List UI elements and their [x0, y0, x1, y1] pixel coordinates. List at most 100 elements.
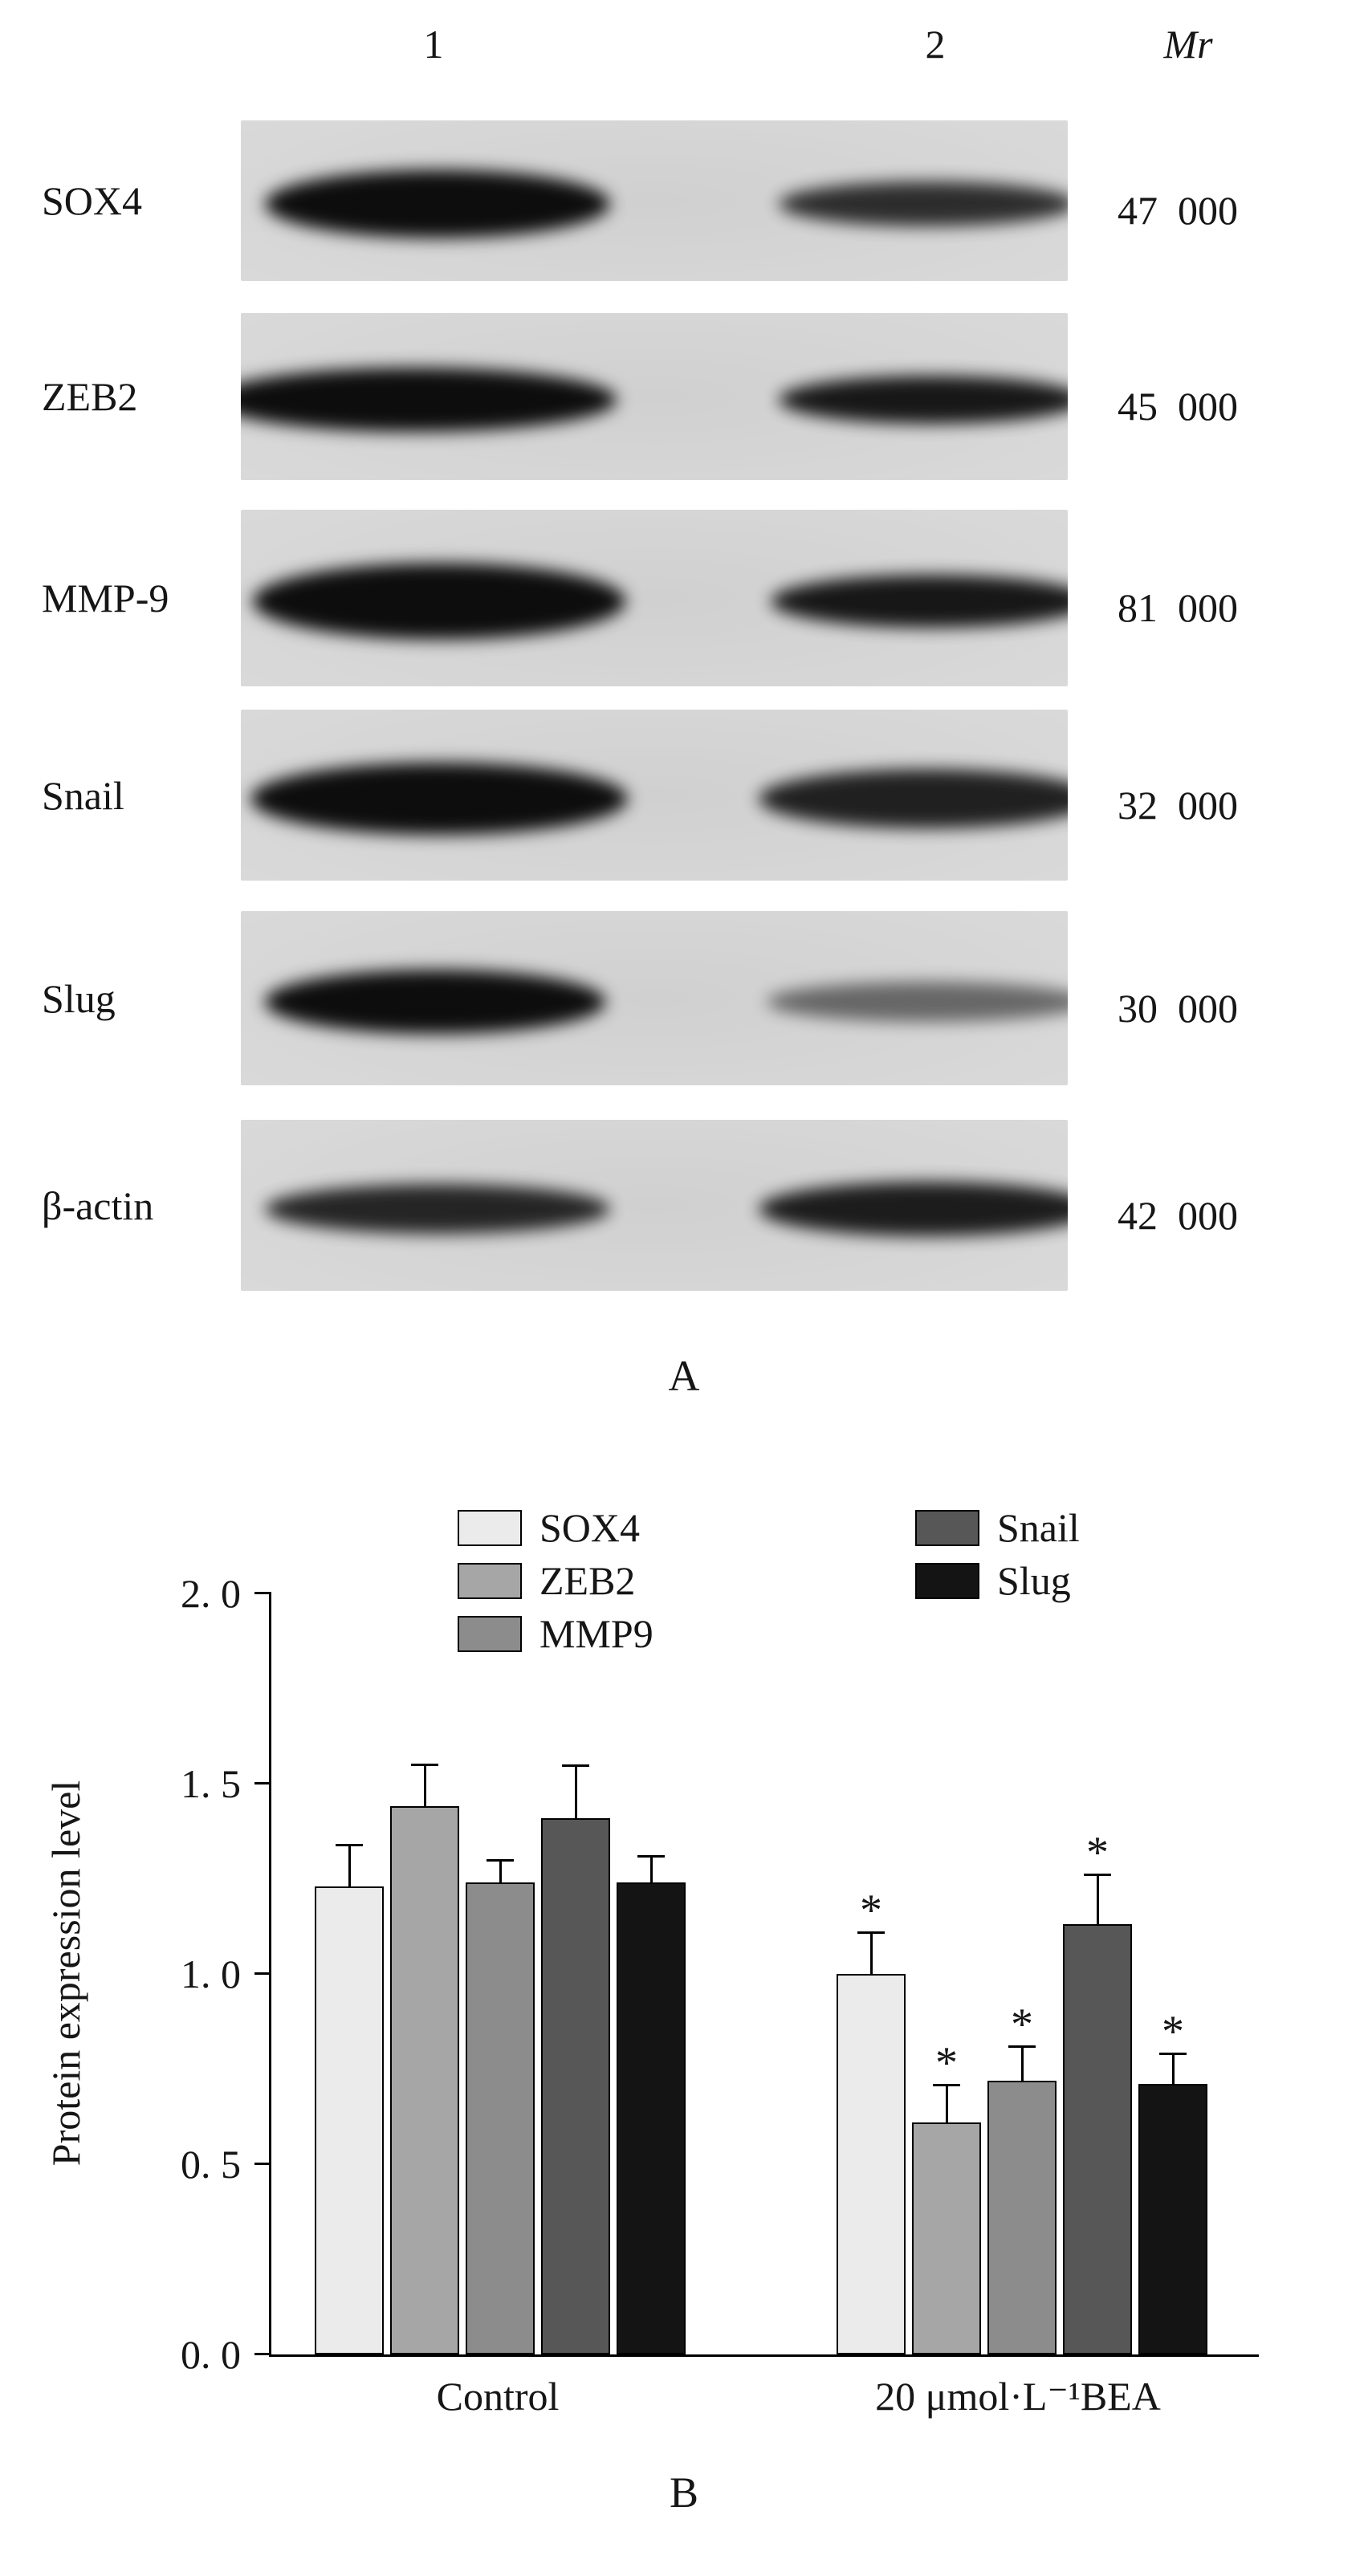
legend-item-zeb2: ZEB2 — [458, 1561, 635, 1601]
mr-value: 30 000 — [1118, 985, 1238, 1031]
error-bar-cap — [1084, 1874, 1111, 1876]
error-bar — [574, 1765, 577, 1818]
y-tick-label: 1. 5 — [181, 1761, 241, 1806]
error-bar-cap — [562, 1764, 589, 1767]
legend-label: MMP9 — [539, 1611, 653, 1656]
significance-asterisk: * — [1086, 1828, 1109, 1878]
lane-1-band — [265, 1183, 611, 1234]
bar-zeb2-bea — [912, 2122, 981, 2354]
lane-1-band — [265, 169, 611, 238]
protein-label: SOX4 — [42, 178, 143, 223]
x-category-control: Control — [436, 2374, 560, 2419]
blot-strip — [241, 1120, 1068, 1291]
error-bar-cap — [411, 1764, 438, 1766]
legend-swatch — [458, 1509, 522, 1546]
mr-value: 81 000 — [1118, 585, 1238, 630]
error-bar — [499, 1860, 502, 1882]
lane-2-band — [771, 575, 1068, 629]
blot-strip — [241, 911, 1068, 1085]
legend-label: Snail — [997, 1505, 1080, 1550]
mr-value: 42 000 — [1118, 1192, 1238, 1238]
lane-2-band — [766, 981, 1068, 1022]
legend-label: ZEB2 — [539, 1558, 636, 1603]
y-axis-tick — [254, 1972, 271, 1975]
error-bar — [423, 1764, 426, 1806]
bar-slug-bea — [1138, 2084, 1207, 2354]
y-tick-label: 1. 0 — [181, 1951, 241, 1996]
error-bar-cap — [857, 1931, 885, 1934]
protein-label: MMP-9 — [42, 576, 169, 621]
lane-2-band — [758, 768, 1068, 828]
significance-asterisk: * — [1011, 2000, 1033, 2049]
lane-1-band — [241, 368, 617, 433]
protein-label: Slug — [42, 975, 116, 1021]
error-bar — [945, 2085, 948, 2122]
error-bar-cap — [933, 2084, 960, 2086]
blot-strip — [241, 710, 1068, 881]
y-tick-label: 0. 5 — [181, 2142, 241, 2187]
protein-label: Snail — [42, 772, 124, 818]
significance-asterisk: * — [1162, 2007, 1184, 2057]
error-bar — [869, 1932, 873, 1974]
legend-swatch — [915, 1562, 979, 1599]
panel-b-label: B — [669, 2468, 699, 2517]
legend-swatch — [458, 1562, 522, 1599]
error-bar-cap — [487, 1859, 514, 1862]
y-axis-label: Protein expression level — [43, 1780, 88, 2167]
y-axis-tick — [254, 1782, 271, 1784]
legend-swatch — [915, 1509, 979, 1546]
lane-1-band — [252, 563, 626, 640]
y-tick-label: 0. 0 — [181, 2332, 241, 2377]
legend-item-snail: Snail — [915, 1508, 1080, 1548]
error-bar — [1020, 2046, 1024, 2081]
bar-snail-control — [541, 1818, 610, 2354]
mr-value: 45 000 — [1118, 384, 1238, 429]
error-bar — [1096, 1874, 1099, 1924]
y-axis-tick — [254, 2353, 271, 2355]
significance-asterisk: * — [860, 1886, 882, 1935]
error-bar-cap — [1008, 2045, 1036, 2048]
mr-header: Mr — [1163, 22, 1213, 67]
error-bar — [348, 1845, 351, 1886]
blot-strip — [241, 313, 1068, 480]
error-bar-cap — [1159, 2053, 1187, 2055]
bar-mmp9-control — [466, 1882, 535, 2354]
legend-item-mmp9: MMP9 — [458, 1614, 653, 1654]
lane-2-band — [779, 376, 1068, 425]
error-bar-cap — [336, 1844, 363, 1846]
protein-label: β-actin — [42, 1182, 154, 1228]
bar-snail-bea — [1063, 1924, 1132, 2354]
lane-1-band — [264, 969, 606, 1034]
legend-swatch — [458, 1615, 522, 1652]
mr-value: 32 000 — [1118, 782, 1238, 828]
legend-item-sox4: SOX4 — [458, 1508, 640, 1548]
protein-label: ZEB2 — [42, 374, 138, 419]
significance-asterisk: * — [935, 2038, 958, 2088]
y-axis-tick — [254, 2163, 271, 2165]
legend-label: Slug — [997, 1558, 1071, 1603]
lane-1-header: 1 — [423, 22, 444, 67]
bar-mmp9-bea — [987, 2081, 1057, 2354]
lane-2-band — [758, 1181, 1068, 1236]
lane-2-band — [778, 181, 1068, 226]
lane-2-header: 2 — [925, 22, 946, 67]
blot-strip — [241, 510, 1068, 686]
mr-value: 47 000 — [1118, 188, 1238, 233]
blot-strip — [241, 120, 1068, 281]
bar-sox4-bea — [837, 1974, 906, 2354]
bar-sox4-control — [315, 1886, 384, 2354]
bar-slug-control — [617, 1882, 686, 2354]
x-category-bea: 20 μmol·L⁻¹BEA — [875, 2374, 1161, 2419]
y-axis-tick — [254, 1592, 271, 1594]
lane-1-band — [250, 762, 629, 835]
legend-label: SOX4 — [539, 1505, 641, 1550]
error-bar — [649, 1856, 653, 1882]
bar-chart-plot: * * * * * — [254, 1592, 1259, 2357]
error-bar-cap — [637, 1855, 665, 1858]
y-tick-label: 2. 0 — [181, 1571, 241, 1616]
error-bar — [1171, 2053, 1175, 2084]
panel-a-label: A — [668, 1352, 700, 1400]
bar-zeb2-control — [390, 1806, 459, 2354]
legend-item-slug: Slug — [915, 1561, 1071, 1601]
